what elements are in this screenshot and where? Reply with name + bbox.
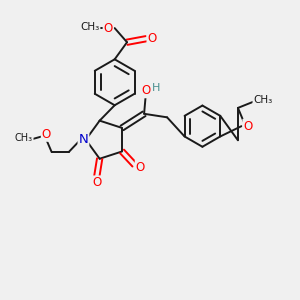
Text: O: O <box>141 84 150 97</box>
Text: O: O <box>103 22 113 34</box>
Text: O: O <box>92 176 101 189</box>
Text: N: N <box>79 133 88 146</box>
Text: H: H <box>152 83 160 94</box>
Text: O: O <box>136 160 145 174</box>
Text: O: O <box>243 120 253 133</box>
Text: CH₃: CH₃ <box>253 95 273 105</box>
Text: O: O <box>147 32 157 45</box>
Text: CH₃: CH₃ <box>15 133 33 143</box>
Text: CH₃: CH₃ <box>80 22 100 32</box>
Text: O: O <box>42 128 51 141</box>
